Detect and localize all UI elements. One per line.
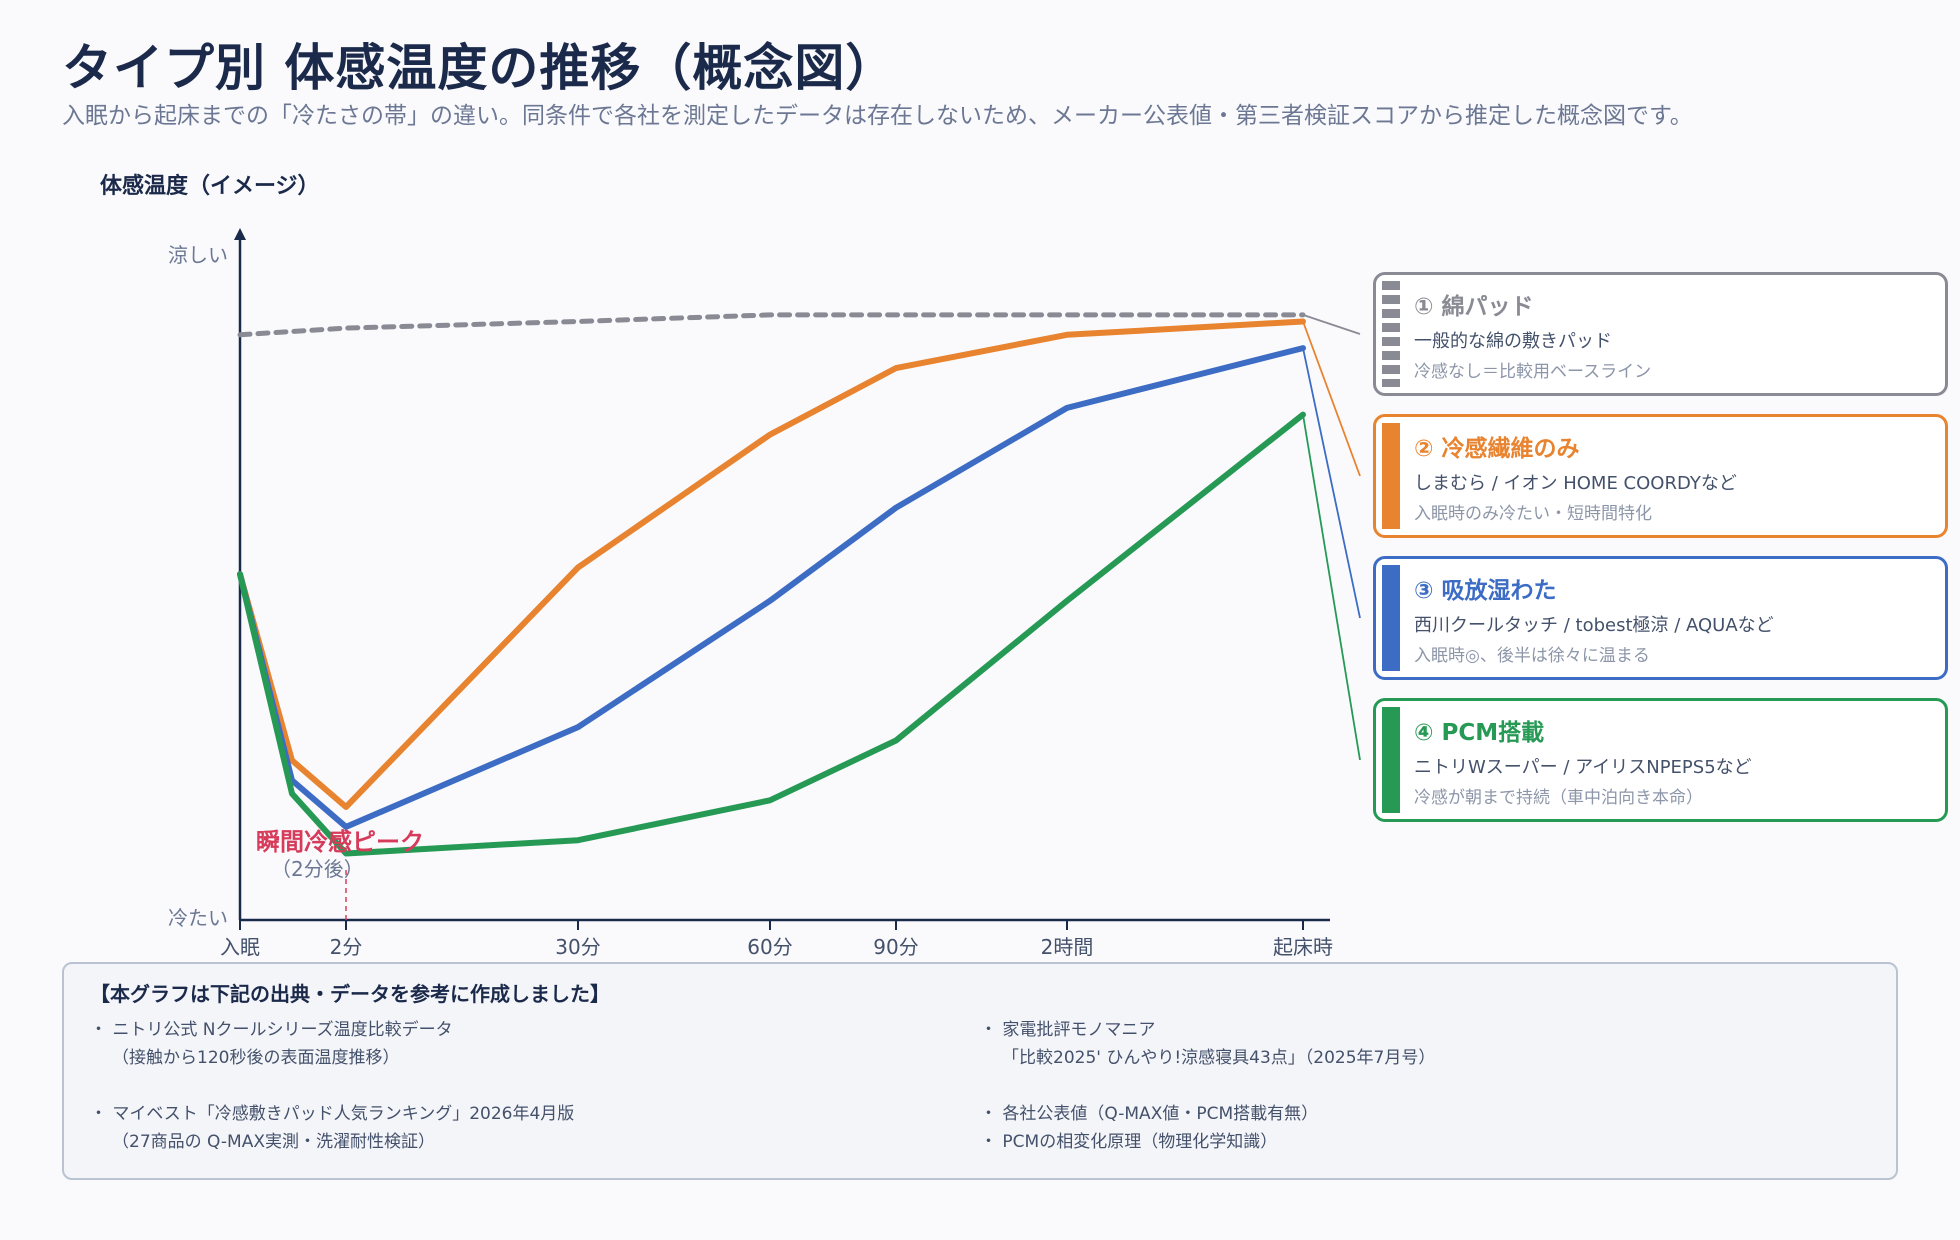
legend-card-fiber: ② 冷感繊維のみしまむら / イオン HOME COORDYなど 入眠時のみ冷たい… bbox=[1373, 414, 1948, 538]
y-axis-title: 体感温度（イメージ） bbox=[100, 174, 320, 199]
annotation-label: 瞬間冷感ピーク bbox=[256, 828, 424, 856]
source-line: ・ マイベスト「冷感敷きパッド人気ランキング」2026年4月版 bbox=[90, 1104, 575, 1124]
x-tick-label: 入眠 bbox=[220, 935, 260, 959]
y-top-label: 涼しい bbox=[168, 243, 228, 267]
legend-card-wet: ③ 吸放湿わた西川クールタッチ / tobest極涼 / AQUAなど 入眠時◎、… bbox=[1373, 556, 1948, 680]
x-tick-label: 90分 bbox=[873, 935, 918, 959]
x-tick-label: 60分 bbox=[747, 935, 792, 959]
source-line: 「比較2025' ひんやり!涼感寝具43点」（2025年7月号） bbox=[1002, 1048, 1436, 1068]
source-item: ・ 各社公表値（Q-MAX値・PCM搭載有無） ・ PCMの相変化原理（物理化学… bbox=[980, 1100, 1318, 1156]
legend-name: ① 綿パッド bbox=[1414, 294, 1534, 320]
legend-note: 入眠時のみ冷たい・短時間特化 bbox=[1414, 504, 1652, 524]
source-line: ・ PCMの相変化原理（物理化学知識） bbox=[980, 1132, 1278, 1152]
y-axis-arrow bbox=[234, 228, 246, 240]
legend-note: 冷感なし＝比較用ベースライン bbox=[1414, 362, 1652, 382]
legend-swatch bbox=[1382, 707, 1400, 813]
leader-line-cotton bbox=[1302, 313, 1361, 335]
series-line-cotton bbox=[237, 312, 1306, 338]
source-line: （接触から120秒後の表面温度推移） bbox=[112, 1048, 400, 1068]
y-bottom-label: 冷たい bbox=[168, 906, 228, 930]
source-line: ・ 家電批評モノマニア bbox=[980, 1020, 1156, 1040]
leader-line-fiber bbox=[1302, 321, 1361, 477]
legend-card-pcm: ④ PCM搭載ニトリWスーパー / アイリスNPEPS5など 冷感が朝まで持続（車… bbox=[1373, 698, 1948, 822]
legend-card-cotton: ① 綿パッド一般的な綿の敷きパッド冷感なし＝比較用ベースライン bbox=[1373, 272, 1948, 396]
source-line: ・ ニトリ公式 Nクールシリーズ温度比較データ bbox=[90, 1020, 453, 1040]
source-line: ・ 各社公表値（Q-MAX値・PCM搭載有無） bbox=[980, 1104, 1319, 1124]
legend-desc: ニトリWスーパー / アイリスNPEPS5など bbox=[1414, 757, 1752, 778]
legend-desc: 西川クールタッチ / tobest極涼 / AQUAなど bbox=[1414, 615, 1774, 636]
sources-heading: 【本グラフは下記の出典・データを参考に作成しました】 bbox=[90, 982, 610, 1006]
source-item: ・ ニトリ公式 Nクールシリーズ温度比較データ （接触から120秒後の表面温度推… bbox=[90, 1016, 453, 1072]
legend-note: 冷感が朝まで持続（車中泊向き本命） bbox=[1414, 788, 1703, 808]
page-subtitle: 入眠から起床までの「冷たさの帯」の違い。同条件で各社を測定したデータは存在しない… bbox=[62, 103, 1693, 129]
legend-desc: しまむら / イオン HOME COORDYなど bbox=[1414, 473, 1737, 494]
annotation-sublabel: （2分後） bbox=[271, 857, 364, 881]
legend-swatch bbox=[1382, 281, 1400, 387]
legend-swatch bbox=[1382, 423, 1400, 529]
series-line-wet bbox=[237, 345, 1306, 830]
legend-name: ② 冷感繊維のみ bbox=[1414, 436, 1580, 462]
legend-note: 入眠時◎、後半は徐々に温まる bbox=[1414, 646, 1650, 666]
source-item: ・ マイベスト「冷感敷きパッド人気ランキング」2026年4月版 （27商品の Q… bbox=[90, 1100, 574, 1156]
x-tick-label: 30分 bbox=[555, 935, 600, 959]
legend-name: ③ 吸放湿わた bbox=[1414, 578, 1557, 604]
series-line-pcm bbox=[237, 411, 1306, 857]
leader-line-wet bbox=[1302, 347, 1361, 619]
legend-name: ④ PCM搭載 bbox=[1414, 720, 1545, 746]
leader-line-pcm bbox=[1302, 414, 1361, 761]
page-title: タイプ別 体感温度の推移（概念図） bbox=[62, 39, 897, 97]
source-line: （27商品の Q-MAX実測・洗濯耐性検証） bbox=[112, 1132, 435, 1152]
legend-swatch bbox=[1382, 565, 1400, 671]
x-tick-label: 2分 bbox=[330, 935, 363, 959]
x-tick-label: 起床時 bbox=[1273, 935, 1333, 959]
x-tick-label: 2時間 bbox=[1041, 935, 1094, 959]
legend-desc: 一般的な綿の敷きパッド bbox=[1414, 331, 1612, 352]
source-item: ・ 家電批評モノマニア 「比較2025' ひんやり!涼感寝具43点」（2025年… bbox=[980, 1016, 1435, 1072]
series-line-fiber bbox=[237, 318, 1306, 810]
sources-box: 【本グラフは下記の出典・データを参考に作成しました】 ・ ニトリ公式 Nクールシ… bbox=[62, 962, 1898, 1180]
